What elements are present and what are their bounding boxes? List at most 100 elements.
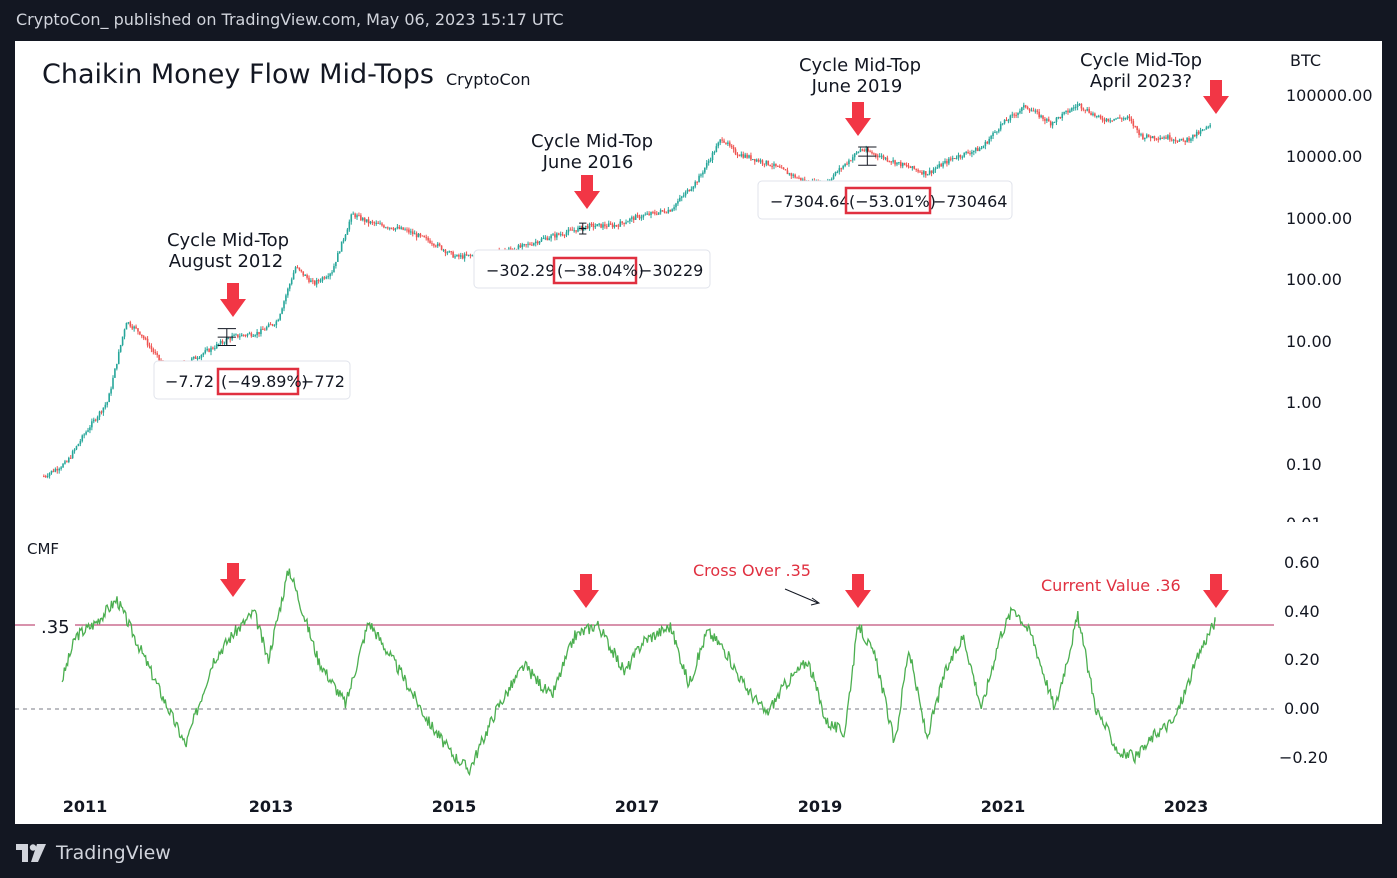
price-candle (509, 248, 512, 250)
price-candle (725, 142, 727, 144)
price-candle (606, 226, 608, 228)
price-candle (730, 145, 733, 148)
price-candle (94, 419, 97, 421)
price-candle (790, 173, 793, 176)
price-candle (240, 334, 243, 337)
price-candle (296, 267, 299, 269)
price-candle (752, 159, 754, 161)
price-candle (298, 267, 301, 270)
price-candle (346, 229, 349, 235)
price-candle (425, 237, 428, 239)
price-candle (732, 147, 735, 150)
price-candle (440, 245, 443, 250)
price-candle (321, 277, 324, 281)
price-candle (461, 255, 464, 259)
price-candle (508, 248, 510, 251)
price-candle (596, 224, 599, 227)
cmf-tick: −0.20 (1279, 748, 1328, 767)
price-candle (673, 207, 675, 210)
arrow-down-icon (220, 563, 246, 597)
price-candle (757, 159, 760, 162)
price-candle (898, 162, 900, 164)
price-candle (81, 435, 84, 442)
price-candle (1044, 118, 1046, 121)
price-candle (377, 222, 379, 224)
price-candle (717, 142, 720, 147)
price-candle (998, 129, 1000, 132)
price-candle (579, 226, 581, 228)
price-candle (1080, 103, 1083, 109)
price-candle (1061, 113, 1064, 119)
price-candle (396, 226, 399, 229)
price-candle (269, 324, 272, 326)
price-candle (102, 407, 105, 413)
price-candle (112, 377, 114, 389)
price-candle (973, 150, 975, 153)
price-candle (861, 149, 864, 151)
price-candle (469, 254, 472, 256)
annotation-2012-line1: Cycle Mid-Top (167, 230, 289, 251)
price-candle (1069, 110, 1071, 113)
price-candle (71, 451, 74, 459)
price-candle (842, 166, 844, 169)
price-candle (262, 328, 264, 330)
price-candle (342, 239, 345, 242)
price-candle (548, 238, 550, 241)
price-tick: 100000.00 (1286, 86, 1373, 105)
price-candle (198, 357, 201, 359)
price-candle (919, 171, 921, 173)
price-candle (229, 338, 232, 340)
price-candle (54, 468, 57, 472)
price-candle (131, 326, 134, 329)
arrow-down-icon (845, 102, 871, 136)
price-candle (398, 226, 401, 229)
price-candle (1109, 120, 1112, 122)
price-candle (667, 209, 670, 213)
price-candle (1117, 117, 1119, 119)
cmf-tick: 0.40 (1284, 602, 1320, 621)
price-candle (980, 148, 983, 150)
price-candle (859, 149, 862, 152)
measure-bracket (217, 328, 236, 346)
price-candle (575, 230, 577, 232)
price-candle (684, 192, 687, 196)
price-candle (915, 168, 917, 170)
price-candle (565, 232, 568, 236)
price-candle (907, 165, 910, 168)
price-candle (141, 334, 143, 337)
annotation-2012-line2: August 2012 (169, 251, 284, 272)
price-candle (246, 334, 249, 336)
price-candle (623, 222, 625, 224)
price-candle (137, 328, 139, 332)
price-candle (698, 175, 700, 183)
price-candle (588, 223, 591, 229)
measure-pct-box (844, 186, 932, 215)
price-candle (707, 161, 710, 163)
price-candle (1059, 117, 1062, 119)
price-candle (1134, 125, 1137, 127)
price-candle (644, 214, 647, 216)
price-candle (365, 219, 368, 222)
price-candle (1107, 118, 1110, 121)
price-candle (561, 234, 564, 236)
price-candle (525, 244, 527, 246)
price-candle (436, 243, 439, 247)
price-candle (1207, 126, 1210, 128)
price-candle (129, 322, 132, 327)
price-candle (767, 160, 770, 166)
price-candle (534, 241, 537, 244)
price-candle (404, 229, 406, 231)
price-candle (350, 214, 353, 222)
measure-pct: (−53.01%) (849, 192, 936, 211)
price-candle (123, 329, 126, 337)
price-candle (598, 223, 600, 225)
x-tick: 2019 (798, 797, 843, 816)
price-candle (454, 256, 456, 258)
price-candle (235, 334, 237, 336)
price-candle (617, 225, 620, 227)
price-candle (300, 269, 303, 272)
price-candle (133, 326, 135, 329)
measure-label-2019: −7304.64 (−53.01%) −730464 (757, 180, 1013, 220)
price-candle (385, 227, 387, 229)
price-candle (1145, 134, 1148, 138)
